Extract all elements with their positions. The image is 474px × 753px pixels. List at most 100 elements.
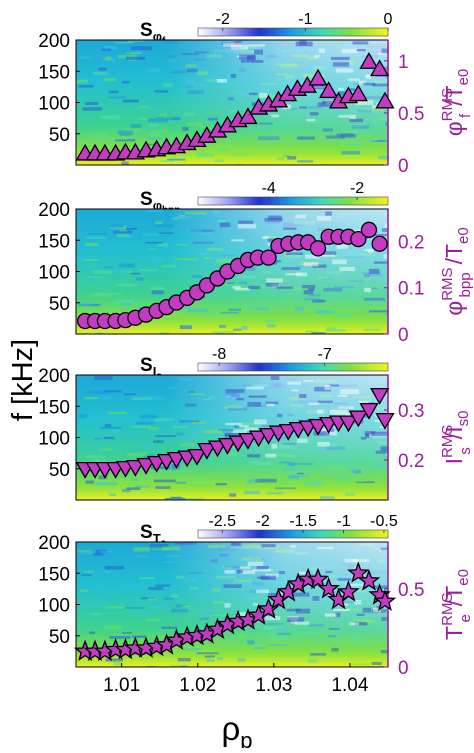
spectrogram-speck bbox=[341, 48, 358, 54]
spectrogram-speck bbox=[261, 544, 276, 548]
colorbar-label-sub: φ bbox=[153, 29, 162, 44]
figure-xlabel-main: ρ bbox=[221, 710, 240, 747]
spectrogram-speck bbox=[371, 431, 388, 437]
colorbar-label-sub: φ bbox=[153, 198, 162, 213]
y2-label-main: φ bbox=[441, 301, 467, 316]
data-point bbox=[375, 412, 395, 430]
data-point bbox=[238, 107, 258, 125]
spectrogram-speck bbox=[239, 566, 251, 569]
spectrogram-speck bbox=[248, 285, 261, 290]
spectrogram-speck bbox=[349, 114, 356, 120]
data-point bbox=[348, 410, 368, 428]
spectrogram-streak bbox=[386, 611, 388, 614]
xtick-label: 1.03 bbox=[255, 675, 292, 696]
colorbar-tick-label: -1.5 bbox=[289, 513, 317, 530]
data-point bbox=[197, 442, 217, 460]
spectrogram-speck bbox=[295, 214, 306, 219]
data-point bbox=[370, 59, 390, 77]
y2-label: IRMSs/Is0 bbox=[439, 411, 474, 465]
y2-label-main: T bbox=[441, 626, 467, 640]
spectrogram-speck bbox=[254, 49, 263, 55]
spectrogram-speck bbox=[381, 228, 388, 232]
spectrogram-speck bbox=[347, 78, 360, 81]
data-point bbox=[370, 387, 390, 405]
spectrogram-speck bbox=[319, 48, 325, 54]
spectrogram-speck bbox=[305, 254, 320, 259]
data-point bbox=[166, 451, 187, 469]
y2-label-tail: /T bbox=[441, 244, 467, 264]
data-point bbox=[136, 457, 156, 475]
spectrogram-speck bbox=[262, 236, 270, 239]
spectrogram-speck bbox=[252, 59, 264, 63]
spectrogram-speck bbox=[338, 115, 351, 118]
colorbar bbox=[197, 196, 389, 206]
spectrogram-speck bbox=[355, 100, 374, 105]
colorbar-label-main: S bbox=[140, 522, 153, 543]
spectrogram-speck bbox=[354, 599, 362, 605]
marker-series bbox=[75, 52, 395, 161]
y2-label-sub: f bbox=[457, 113, 474, 118]
spectrogram-speck bbox=[236, 397, 244, 401]
colorbar-label-main: S bbox=[140, 355, 153, 376]
spectrogram-speck bbox=[232, 285, 241, 289]
y2-label-sub: s bbox=[457, 447, 474, 455]
spectrogram-speck bbox=[354, 621, 368, 626]
colorbar-tick-label: -8 bbox=[212, 346, 226, 363]
spectrogram-speck bbox=[384, 223, 388, 228]
spectrogram-speck bbox=[231, 239, 245, 242]
spectrogram-speck bbox=[337, 394, 348, 397]
ytick-label: 100 bbox=[38, 596, 70, 617]
spectrogram-speck bbox=[324, 613, 337, 617]
spectrogram-speck bbox=[246, 386, 264, 390]
spectrogram-speck bbox=[317, 409, 324, 414]
ytick-label: 150 bbox=[38, 397, 70, 418]
ytick-label: 50 bbox=[49, 294, 70, 315]
y2-label-sup: RMS bbox=[439, 425, 456, 458]
data-point bbox=[260, 249, 277, 266]
data-point bbox=[317, 577, 340, 599]
spectrogram-speck bbox=[371, 105, 378, 109]
data-point bbox=[338, 415, 359, 433]
spectrogram-speck bbox=[375, 450, 388, 454]
spectrogram-speck bbox=[306, 119, 316, 122]
spectrogram-speck bbox=[314, 386, 331, 392]
y2-label: φRMSbpp/Te0 bbox=[439, 227, 474, 315]
y2tick-label: 1 bbox=[398, 52, 409, 73]
marker-series bbox=[75, 387, 395, 479]
spectrogram-speck bbox=[268, 592, 281, 598]
spectrogram-speck bbox=[289, 545, 296, 548]
spectrogram-speck bbox=[299, 106, 307, 109]
spectrogram-speck bbox=[325, 570, 333, 574]
spectrogram-speck bbox=[234, 425, 240, 428]
spectrogram-speck bbox=[281, 267, 301, 270]
colorbar-tick-label: -2 bbox=[350, 180, 364, 197]
spectrogram-speck bbox=[247, 401, 261, 407]
y2tick-label: 0.3 bbox=[398, 401, 424, 422]
y2-label-tail-sub: e0 bbox=[455, 69, 472, 86]
data-point bbox=[373, 589, 397, 612]
panel-4: -2.5-2-1.5-1-0.5STe200150100500.50TRMSe/… bbox=[38, 513, 474, 696]
spectrogram-speck bbox=[256, 566, 269, 570]
spectrogram-speck bbox=[356, 613, 365, 616]
ytick-label: 50 bbox=[49, 627, 70, 648]
ytick-label: 100 bbox=[38, 429, 70, 450]
spectrogram-speck bbox=[266, 403, 275, 407]
spectrogram-speck bbox=[285, 273, 302, 276]
spectrogram-speck bbox=[379, 549, 388, 553]
spectrogram-speck bbox=[237, 223, 257, 229]
spectrogram-speck bbox=[310, 112, 319, 116]
spectrogram-speck bbox=[329, 384, 339, 387]
spectrogram-speck bbox=[287, 617, 305, 623]
spectrogram-speck bbox=[303, 290, 314, 295]
spectrogram-speck bbox=[295, 608, 311, 614]
spectrogram-speck bbox=[364, 248, 373, 251]
colorbar-label-sub: T bbox=[153, 531, 161, 546]
spectrogram-speck bbox=[335, 68, 354, 73]
spectrogram-speck bbox=[352, 41, 369, 45]
spectrogram-speck bbox=[260, 575, 277, 581]
spectrogram-speck bbox=[325, 431, 338, 436]
data-point bbox=[308, 68, 328, 86]
